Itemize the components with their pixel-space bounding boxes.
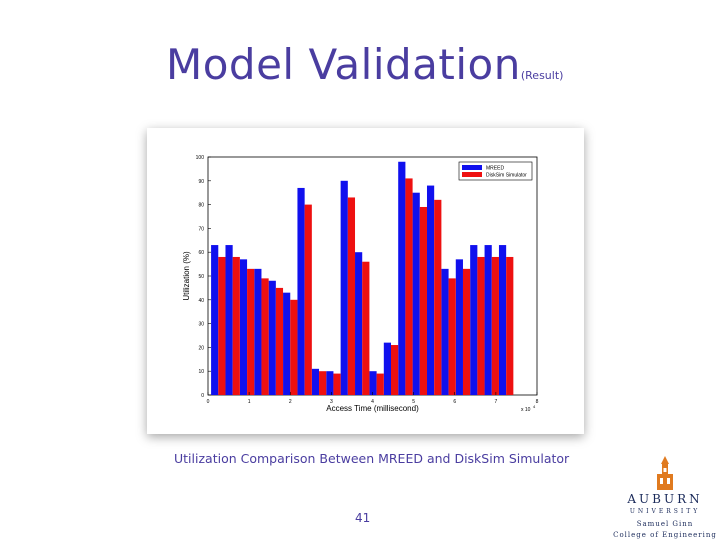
y-tick-label: 30 (198, 322, 204, 328)
y-tick-label: 80 (198, 203, 204, 209)
bar-mreed (383, 342, 392, 395)
y-tick-label: 100 (196, 155, 205, 161)
bar-mreed (441, 268, 449, 395)
bar-mreed (470, 245, 478, 395)
y-tick-label: 20 (198, 345, 204, 351)
legend-label-disksim: DiskSim Simulator (486, 173, 527, 179)
x-tick-label: 1 (248, 399, 251, 405)
bar-disksim (275, 287, 284, 395)
bar-mreed (239, 259, 248, 395)
bar-mreed (484, 245, 492, 395)
legend-swatch-mreed (462, 165, 482, 170)
bar-mreed (412, 192, 420, 395)
bar-mreed (225, 245, 233, 395)
bar-mreed (369, 371, 377, 395)
x-tick-label: 0 (207, 399, 210, 405)
y-tick-label: 50 (198, 274, 204, 280)
bar-mreed (355, 252, 363, 395)
bar-disksim (261, 278, 269, 395)
bar-mreed (268, 280, 276, 395)
logo-samuel-ginn-text: Samuel Ginn (636, 520, 694, 528)
x-tick-label: 3 (330, 399, 333, 405)
x-tick-label: 7 (494, 399, 497, 405)
chart-caption: Utilization Comparison Between MREED and… (174, 451, 570, 466)
bar-mreed (297, 187, 305, 395)
x-tick-label: 8 (536, 399, 539, 405)
logo-college-text: College of Engineering (613, 531, 717, 539)
x-exponent-power: 4 (533, 404, 536, 409)
bar-disksim (477, 256, 485, 395)
bar-mreed (498, 245, 507, 395)
bar-chart: 0 10 20 30 40 50 60 70 80 90 100 0 1 2 3 4 5 6 7 8 Access Ti… (182, 155, 539, 413)
bar-disksim (247, 268, 255, 395)
x-exponent-label: x 10 (521, 407, 531, 413)
page-number: 41 (355, 511, 371, 525)
logo-auburn-text: AUBURN (627, 492, 703, 506)
bar-disksim (290, 299, 298, 395)
bar-mreed (340, 180, 348, 395)
bar-disksim (434, 199, 442, 395)
bar-disksim (376, 373, 384, 395)
slide-title-subtitle: (Result) (520, 69, 564, 82)
bar-disksim (391, 345, 399, 395)
bar-disksim (218, 256, 226, 395)
auburn-logo: AUBURN UNIVERSITY Samuel Ginn College of… (606, 456, 724, 544)
x-tick-label: 5 (412, 399, 415, 405)
bar-disksim (506, 256, 514, 395)
y-tick-label: 60 (198, 250, 204, 256)
bar-mreed (398, 161, 406, 395)
bar-disksim (347, 197, 356, 395)
bar-mreed (326, 371, 334, 395)
bar-disksim (333, 373, 341, 395)
bar-mreed (283, 292, 291, 395)
bar-mreed (311, 368, 320, 395)
bar-disksim (304, 204, 312, 395)
x-tick-label: 4 (371, 399, 374, 405)
tower-icon (657, 456, 673, 490)
bar-disksim (232, 256, 240, 395)
bar-disksim (362, 261, 370, 395)
bar-mreed (455, 259, 463, 395)
slide-title-main: Model Validation (166, 40, 521, 89)
y-tick-label: 90 (198, 179, 204, 185)
bar-disksim (462, 268, 471, 395)
chart-figure: 0 10 20 30 40 50 60 70 80 90 100 0 1 2 3 4 5 6 7 8 Access Ti… (147, 128, 584, 434)
bar-mreed (254, 268, 262, 395)
bar-disksim (491, 256, 499, 395)
logo-university-text: UNIVERSITY (629, 508, 701, 515)
legend-swatch-disksim (462, 172, 482, 177)
bar-disksim (419, 206, 427, 395)
bar-mreed (426, 185, 435, 395)
x-tick-label: 2 (289, 399, 292, 405)
y-tick-label: 10 (198, 369, 204, 375)
legend-label-mreed: MREED (486, 166, 504, 172)
y-tick-label: 0 (201, 393, 204, 399)
slide-title: Model Validation(Result) (166, 40, 563, 89)
bar-disksim (319, 371, 327, 395)
y-tick-label: 40 (198, 298, 204, 304)
bar-disksim (448, 278, 456, 395)
bar-mreed (211, 245, 219, 395)
y-tick-label: 70 (198, 226, 204, 232)
x-axis-label: Access Time (millisecond) (326, 404, 419, 413)
y-axis-label: Utilization (%) (182, 251, 191, 301)
x-tick-label: 6 (453, 399, 456, 405)
bar-disksim (405, 178, 413, 395)
